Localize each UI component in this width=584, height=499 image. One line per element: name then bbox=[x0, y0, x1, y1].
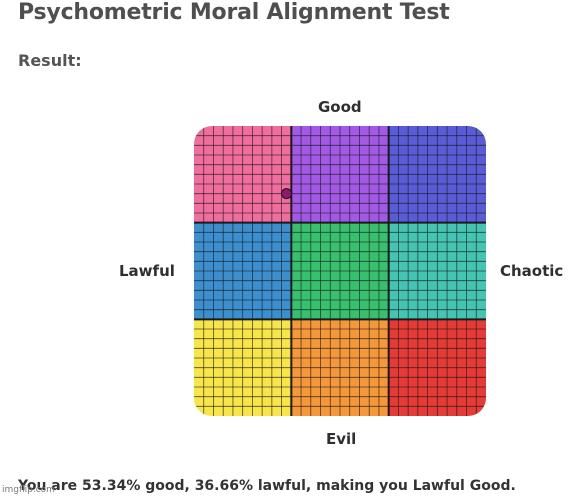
result-label: Result: bbox=[18, 51, 82, 70]
result-marker bbox=[280, 188, 292, 200]
result-summary: You are 53.34% good, 36.66% lawful, maki… bbox=[18, 478, 516, 494]
imgflip-watermark: imgflip.com bbox=[2, 485, 55, 495]
axis-label-evil: Evil bbox=[326, 430, 357, 448]
alignment-grid bbox=[194, 126, 486, 416]
axis-label-lawful: Lawful bbox=[119, 262, 175, 280]
page-title: Psychometric Moral Alignment Test bbox=[18, 0, 450, 25]
axis-label-good: Good bbox=[318, 98, 362, 116]
axis-label-chaotic: Chaotic bbox=[500, 262, 564, 280]
